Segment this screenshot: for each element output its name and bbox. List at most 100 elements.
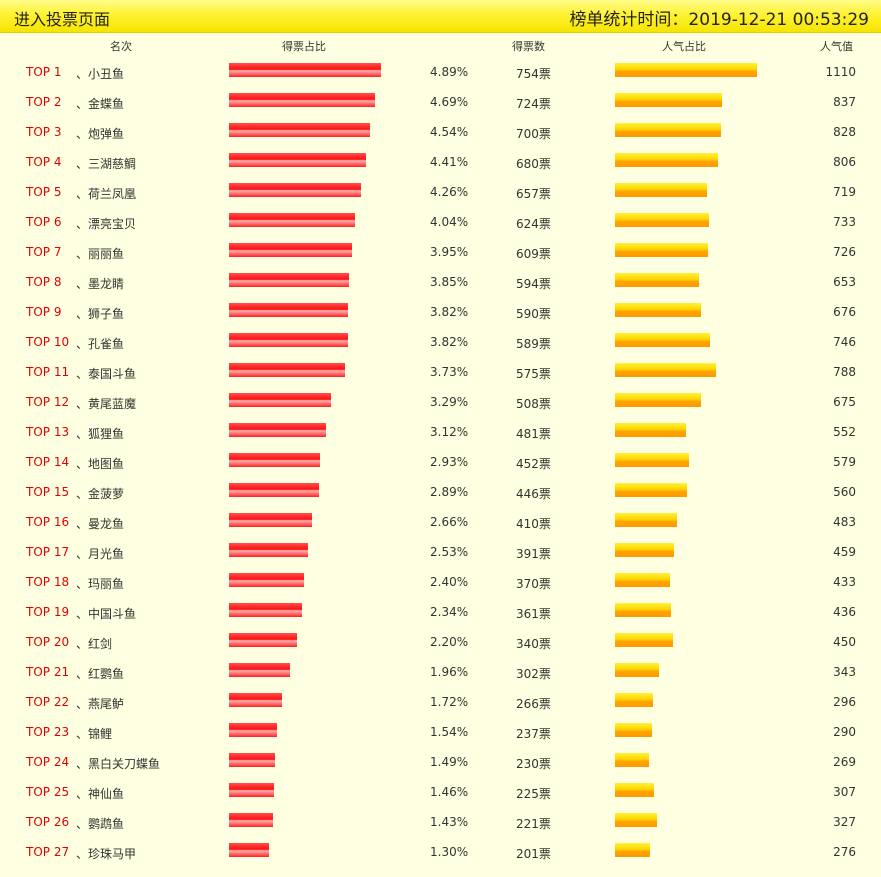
vote-share-value: 3.95%	[430, 245, 469, 259]
table-row: TOP 25 、神仙鱼 1.46% 225票 307	[0, 777, 881, 807]
vote-count: 724票	[516, 97, 551, 111]
popularity-value: 653	[833, 275, 856, 289]
vote-share-value: 1.43%	[430, 815, 469, 829]
vote-count: 508票	[516, 397, 551, 411]
vote-share-bar	[229, 603, 302, 617]
popularity-bar	[615, 153, 718, 167]
vote-share-value: 2.34%	[430, 605, 469, 619]
vote-share-value: 1.72%	[430, 695, 469, 709]
vote-share-value: 4.69%	[430, 95, 469, 109]
vote-count: 589票	[516, 337, 551, 351]
popularity-value: 459	[833, 545, 856, 559]
vote-share-bar	[229, 573, 304, 587]
fish-name: 、孔雀鱼	[76, 337, 125, 351]
vote-share-value: 4.89%	[430, 65, 469, 79]
popularity-value: 327	[833, 815, 856, 829]
rank-label: TOP 6	[26, 215, 62, 229]
vote-count: 225票	[516, 787, 551, 801]
popularity-value: 579	[833, 455, 856, 469]
rank-label: TOP 3	[26, 125, 62, 139]
rank-label: TOP 15	[26, 485, 70, 499]
vote-share-bar	[229, 513, 312, 527]
popularity-bar	[615, 483, 687, 497]
popularity-value: 719	[833, 185, 856, 199]
popularity-bar	[615, 693, 653, 707]
vote-share-value: 2.20%	[430, 635, 469, 649]
popularity-value: 560	[833, 485, 856, 499]
rank-label: TOP 4	[26, 155, 62, 169]
vote-count: 391票	[516, 547, 551, 561]
vote-count: 575票	[516, 367, 551, 381]
vote-count: 700票	[516, 127, 551, 141]
rank-label: TOP 25	[26, 785, 70, 799]
vote-share-value: 1.46%	[430, 785, 469, 799]
vote-share-bar	[229, 303, 348, 317]
popularity-value: 276	[833, 845, 856, 859]
popularity-bar	[615, 243, 708, 257]
rank-label: TOP 10	[26, 335, 70, 349]
popularity-bar	[615, 453, 689, 467]
popularity-value: 296	[833, 695, 856, 709]
rank-label: TOP 16	[26, 515, 70, 529]
vote-count: 594票	[516, 277, 551, 291]
vote-count: 370票	[516, 577, 551, 591]
vote-count: 452票	[516, 457, 551, 471]
table-row: TOP 20 、红剑 2.20% 340票 450	[0, 627, 881, 657]
popularity-bar	[615, 393, 701, 407]
vote-count: 446票	[516, 487, 551, 501]
popularity-bar	[615, 183, 707, 197]
vote-count: 481票	[516, 427, 551, 441]
table-row: TOP 12 、黄尾蓝魔 3.29% 508票 675	[0, 387, 881, 417]
vote-share-value: 4.04%	[430, 215, 469, 229]
fish-name: 、红剑	[76, 637, 113, 651]
vote-share-value: 2.40%	[430, 575, 469, 589]
fish-name: 、小丑鱼	[76, 67, 125, 81]
rank-label: TOP 26	[26, 815, 70, 829]
vote-share-bar	[229, 63, 381, 77]
vote-share-value: 3.85%	[430, 275, 469, 289]
vote-count: 302票	[516, 667, 551, 681]
table-row: TOP 3 、炮弹鱼 4.54% 700票 828	[0, 117, 881, 147]
table-row: TOP 8 、墨龙睛 3.85% 594票 653	[0, 267, 881, 297]
fish-name: 、荷兰凤凰	[76, 187, 137, 201]
rank-label: TOP 8	[26, 275, 62, 289]
vote-share-value: 2.93%	[430, 455, 469, 469]
popularity-bar	[615, 573, 670, 587]
vote-count: 221票	[516, 817, 551, 831]
popularity-bar	[615, 303, 701, 317]
vote-share-bar	[229, 363, 345, 377]
vote-share-bar	[229, 423, 326, 437]
top-bar: 进入投票页面 榜单统计时间：2019-12-21 00:53:29	[0, 0, 881, 33]
popularity-value: 675	[833, 395, 856, 409]
rank-label: TOP 19	[26, 605, 70, 619]
table-row: TOP 21 、红鹦鱼 1.96% 302票 343	[0, 657, 881, 687]
fish-name: 、狐狸鱼	[76, 427, 125, 441]
table-row: TOP 6 、漂亮宝贝 4.04% 624票 733	[0, 207, 881, 237]
popularity-bar	[615, 63, 757, 77]
fish-name: 、三湖慈鲷	[76, 157, 137, 171]
fish-name: 、鹦鹉鱼	[76, 817, 125, 831]
vote-share-bar	[229, 543, 308, 557]
vote-count: 340票	[516, 637, 551, 651]
vote-count: 680票	[516, 157, 551, 171]
table-row: TOP 10 、孔雀鱼 3.82% 589票 746	[0, 327, 881, 357]
popularity-value: 552	[833, 425, 856, 439]
popularity-value: 746	[833, 335, 856, 349]
popularity-bar	[615, 723, 652, 737]
rank-label: TOP 24	[26, 755, 70, 769]
popularity-value: 837	[833, 95, 856, 109]
fish-name: 、炮弹鱼	[76, 127, 125, 141]
table-row: TOP 15 、金菠萝 2.89% 446票 560	[0, 477, 881, 507]
popularity-bar	[615, 633, 673, 647]
fish-name: 、漂亮宝贝	[76, 217, 137, 231]
table-row: TOP 22 、燕尾鲈 1.72% 266票 296	[0, 687, 881, 717]
fish-name: 、中国斗鱼	[76, 607, 137, 621]
header-pop: 人气值	[820, 40, 853, 53]
fish-name: 、锦鲤	[76, 727, 113, 741]
vote-share-bar	[229, 783, 274, 797]
popularity-value: 733	[833, 215, 856, 229]
vote-share-bar	[229, 453, 320, 467]
rank-label: TOP 9	[26, 305, 62, 319]
vote-page-link[interactable]: 进入投票页面	[14, 10, 111, 29]
vote-count: 609票	[516, 247, 551, 261]
